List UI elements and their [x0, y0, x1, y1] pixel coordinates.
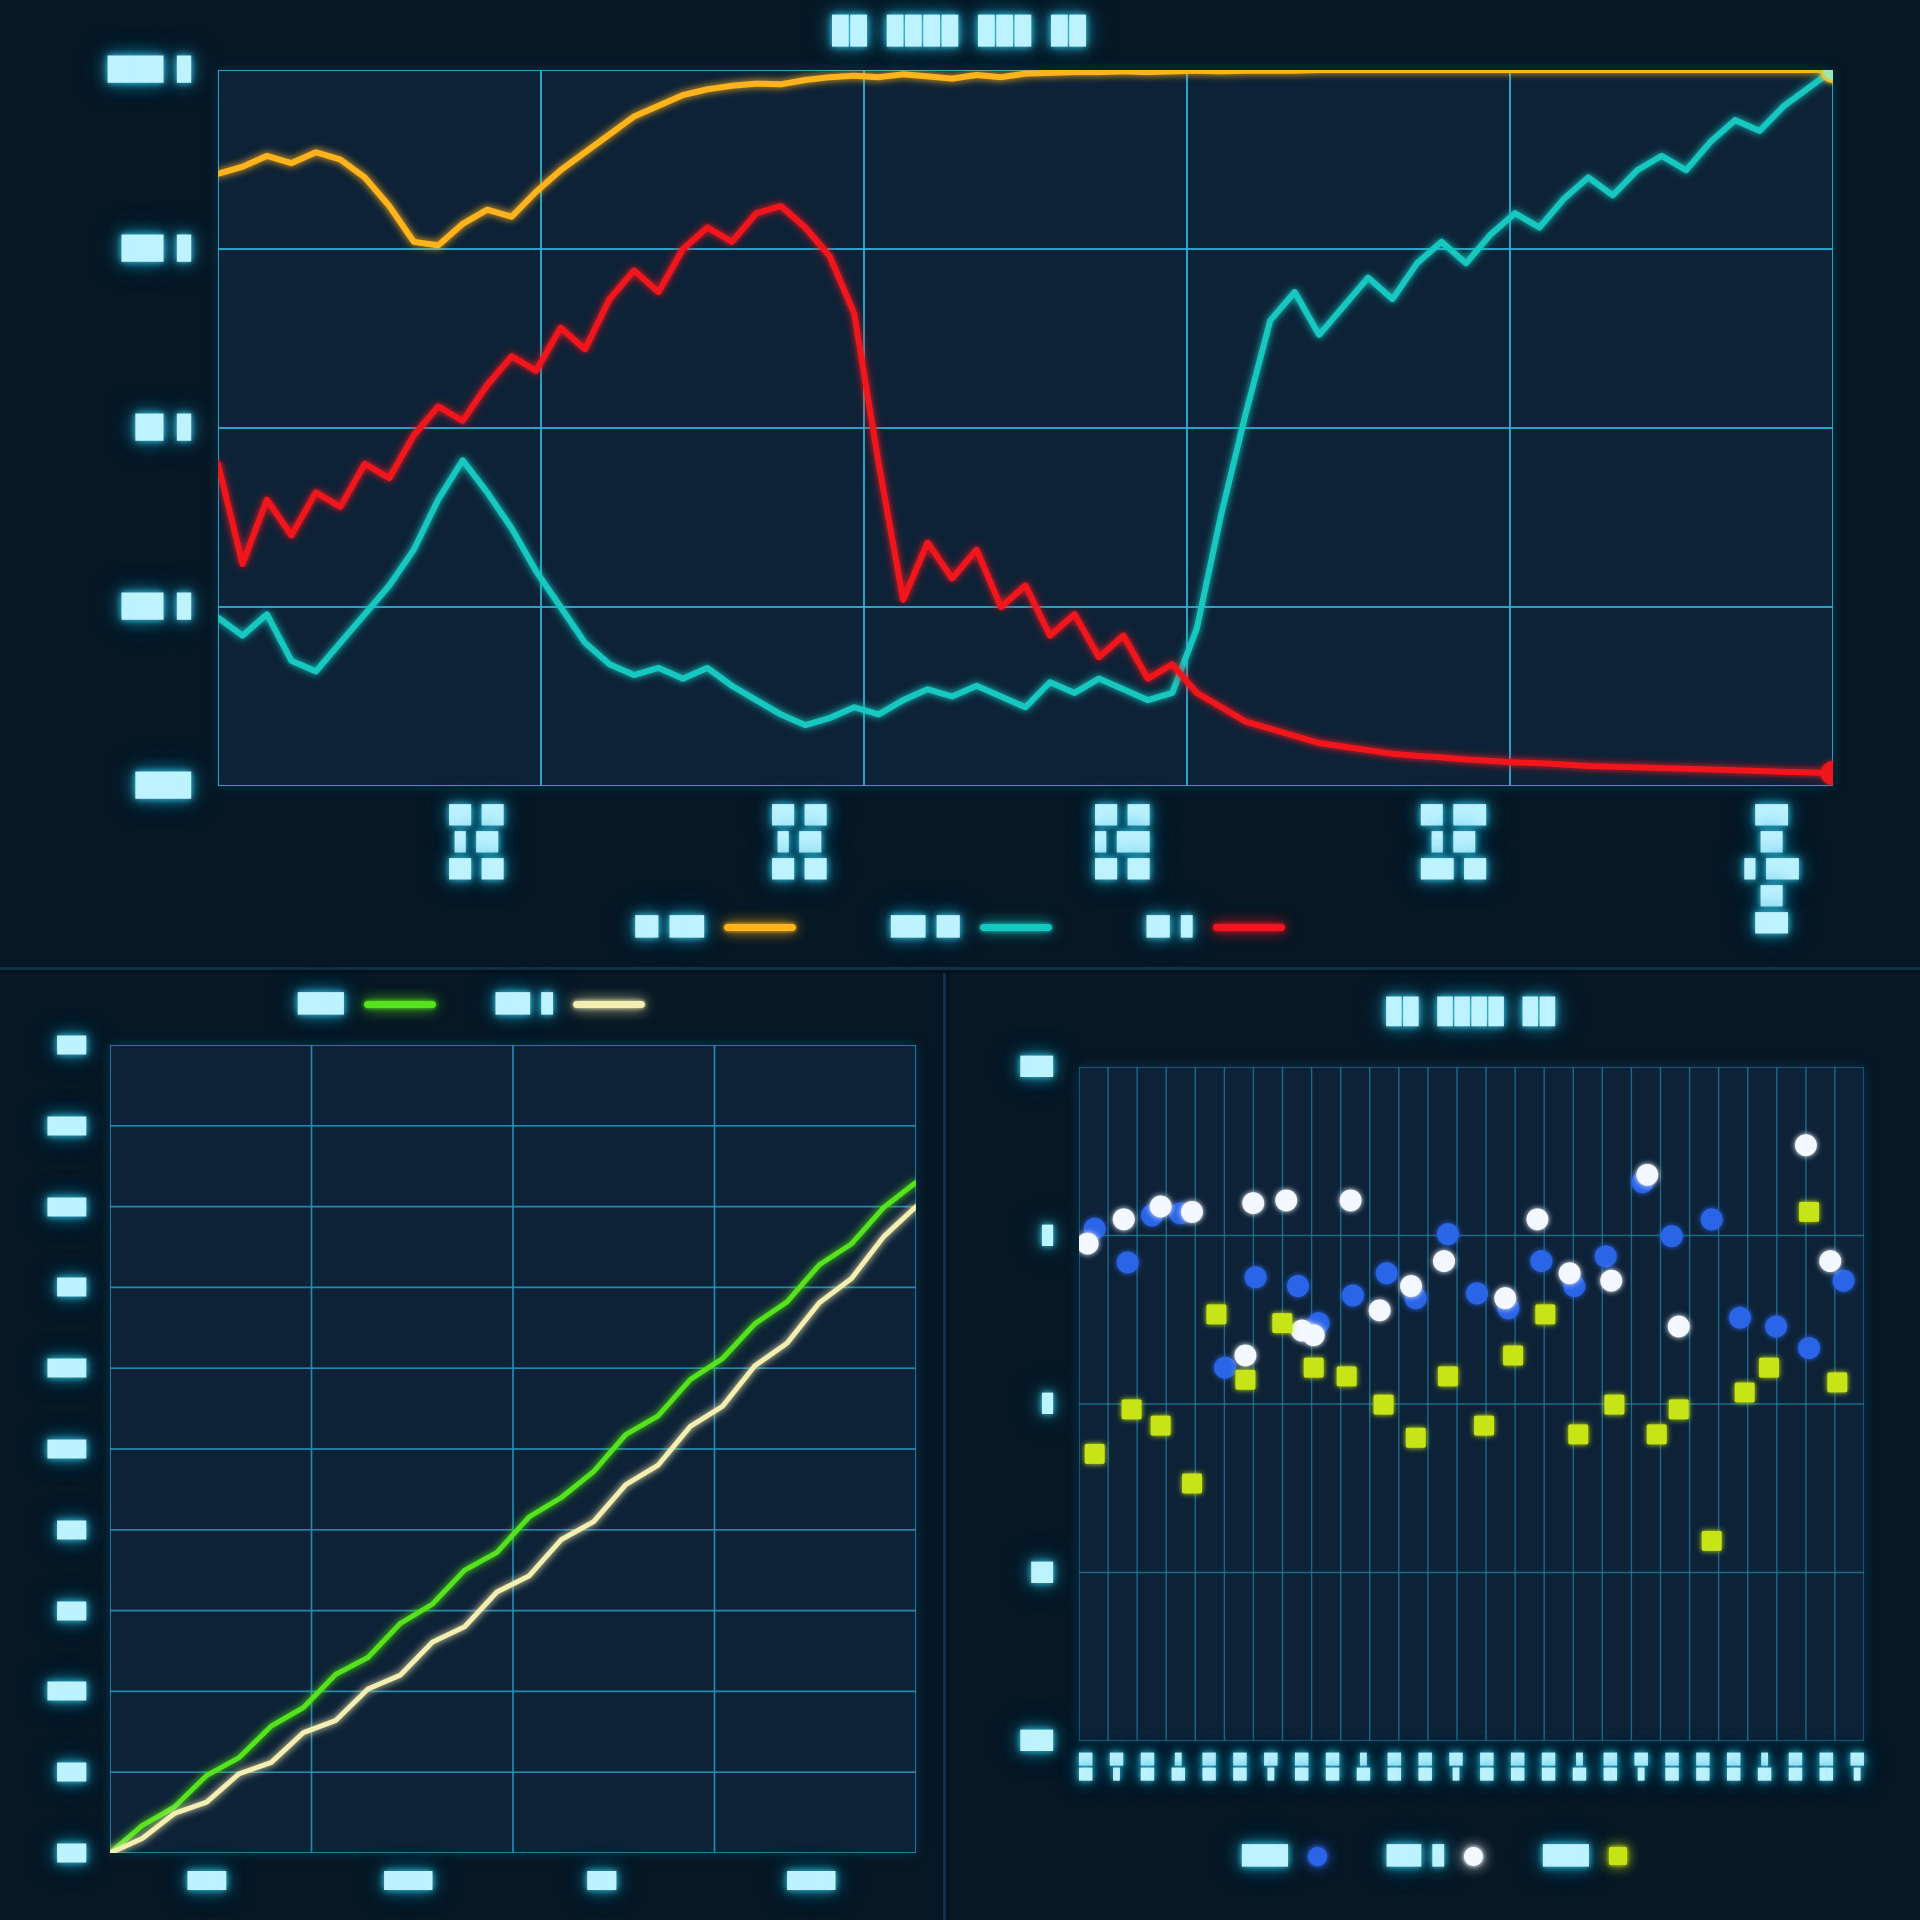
x-tick-label: █████: [384, 1871, 433, 1890]
legend-dot-swatch: [1307, 1846, 1327, 1866]
x-tick-label: ████: [187, 1871, 226, 1890]
y-tick-label: ███: [1020, 1730, 1053, 1752]
legend-label: ███ ██: [891, 916, 960, 938]
legend-label: ███ █: [1386, 1845, 1445, 1867]
bottom-left-chart-y-axis: ███ ████ ████ ███ ████ ████ ███ ███ ████ ███ ███: [0, 1036, 100, 1863]
y-tick-label: ███: [57, 1601, 86, 1621]
x-tick-label: ██ █: [1449, 1753, 1463, 1781]
legend-item: ███ █: [1386, 1845, 1484, 1867]
x-tick-label: █ ██: [1572, 1753, 1586, 1781]
x-tick-label: ███ ██ █ ███ ██ ███: [1744, 805, 1799, 934]
x-tick-label: ██ ███ █ ██ ███ ██: [1420, 805, 1486, 880]
legend-item: ████: [1242, 1845, 1327, 1867]
scatter-chart-title: ██ ████ ██: [1386, 997, 1557, 1026]
bottom-left-line-chart-canvas: [110, 1045, 916, 1853]
y-tick-label: ████: [47, 1116, 86, 1136]
legend-line-swatch: [724, 923, 797, 931]
legend-item: ████: [298, 993, 436, 1015]
legend-label: ██ ███: [635, 916, 705, 938]
legend-square-swatch: [1608, 1847, 1627, 1865]
bottom-right-scatter-panel: ██ ████ ██ ███ █ █ ██ ███ ██ ██ ██ █ ██ ██ █ ██…: [949, 973, 1920, 1920]
x-tick-label: ██ ██: [1295, 1753, 1309, 1781]
y-tick-label: ███: [1020, 1056, 1053, 1078]
bottom-left-line-chart-panel: ████ ███ █ ███ ████ ████ ███ ████ ████ ███ ███ ██…: [0, 973, 946, 1920]
x-tick-label: █ ██: [1356, 1753, 1370, 1781]
x-tick-label: ██ █: [1264, 1753, 1278, 1781]
scatter-chart-canvas: [1079, 1067, 1864, 1741]
x-tick-label: ██ ██: [1541, 1753, 1556, 1781]
y-tick-label: ██: [1031, 1562, 1053, 1583]
top-chart-y-axis: ████ █ ███ █ ██ █ ███ █ ████: [0, 57, 205, 799]
y-tick-label: ███: [57, 1762, 86, 1782]
bottom-left-chart-x-axis: ████ █████ ███ █████: [110, 1871, 916, 1901]
legend-label: ████: [1543, 1845, 1589, 1867]
legend-line-swatch: [363, 1000, 436, 1008]
y-tick-label: ███: [57, 1277, 86, 1297]
legend-item: ██ █: [1147, 916, 1285, 938]
y-tick-label: ████ █: [107, 57, 191, 83]
x-tick-label: █ ██: [1171, 1753, 1185, 1781]
y-tick-label: ████: [47, 1358, 86, 1378]
y-tick-label: ███ █: [121, 594, 191, 620]
y-tick-label: ████: [47, 1439, 86, 1459]
legend-label: ██ █: [1146, 916, 1193, 938]
x-tick-label: ██ ██: [1665, 1753, 1679, 1781]
y-tick-label: ███: [57, 1843, 86, 1863]
x-tick-label: ██ ██: [1079, 1753, 1093, 1781]
top-line-chart-panel: ██ ████ ███ ██ ████ █ ███ █ ██ █ ███ █ ████ …: [0, 16, 1920, 970]
legend-dot-swatch: [1464, 1846, 1484, 1866]
x-tick-label: ██ ██: [1480, 1753, 1494, 1781]
top-chart-legend: ██ ███ ███ ██ ██ █: [0, 916, 1920, 938]
legend-item: ███ █: [496, 993, 645, 1015]
x-tick-label: ██ ██ █ ██ ██ ██: [449, 805, 504, 880]
y-tick-label: ████: [47, 1197, 86, 1217]
x-tick-label: ██ ██: [1202, 1753, 1216, 1781]
legend-label: ████: [298, 993, 344, 1015]
x-tick-label: ███: [587, 1871, 617, 1890]
legend-item: ████: [1543, 1845, 1627, 1867]
legend-item: ██ ███: [635, 916, 797, 938]
y-tick-label: █: [1042, 1225, 1053, 1246]
x-tick-label: ██ ██: [1387, 1753, 1401, 1781]
x-tick-label: ██ ██ █ ██ ██ ██: [772, 805, 827, 880]
x-tick-label: ██ █: [1850, 1753, 1864, 1781]
x-tick-label: ██ █: [1634, 1753, 1648, 1781]
x-tick-label: ██ ██: [1788, 1753, 1803, 1781]
x-tick-label: ██ ██: [1819, 1753, 1833, 1781]
top-chart-x-axis: ██ ██ █ ██ ██ ██ ██ ██ █ ██ ██ ██ ██ ██ █ …: [218, 802, 1833, 934]
y-tick-label: █: [1042, 1393, 1053, 1415]
legend-label: ████: [1242, 1845, 1288, 1867]
y-tick-label: ███: [57, 1520, 86, 1540]
legend-label: ███ █: [495, 993, 553, 1015]
scatter-chart-y-axis: ███ █ █ ██ ███: [949, 1057, 1067, 1752]
legend-line-swatch: [1212, 923, 1285, 931]
y-tick-label: ███: [57, 1035, 86, 1055]
x-tick-label: ██ ██: [1233, 1753, 1247, 1781]
y-tick-label: ████: [47, 1681, 86, 1701]
top-chart-title: ██ ████ ███ ██: [832, 16, 1088, 47]
scatter-chart-x-axis: ██ ██ ██ █ ██ ██ █ ██ ██ ██ ██ ██ ██ █ ██ ██ ██ …: [1079, 1753, 1864, 1783]
x-tick-label: ██ ██: [1603, 1753, 1617, 1781]
x-tick-label: ██ ██: [1511, 1753, 1525, 1781]
x-tick-label: ██ ██ █ ███ ██ ██: [1095, 805, 1150, 880]
x-tick-label: ██ ██: [1696, 1753, 1710, 1781]
legend-line-swatch: [572, 1000, 645, 1008]
legend-line-swatch: [979, 923, 1052, 931]
x-tick-label: ██ █: [1109, 1753, 1124, 1781]
y-tick-label: ██ █: [135, 415, 191, 441]
y-tick-label: ████: [135, 773, 191, 799]
x-tick-label: █████: [787, 1871, 836, 1890]
legend-item: ███ ██: [891, 916, 1052, 938]
x-tick-label: █ ██: [1757, 1753, 1772, 1781]
scatter-chart-legend: ████ ███ █ ████: [949, 1845, 1920, 1867]
x-tick-label: ██ ██: [1418, 1753, 1432, 1781]
x-tick-label: ██ ██: [1727, 1753, 1741, 1781]
bottom-left-chart-legend: ████ ███ █: [0, 993, 943, 1015]
x-tick-label: ██ ██: [1140, 1753, 1154, 1781]
top-line-chart-canvas: [218, 70, 1833, 786]
y-tick-label: ███ █: [121, 236, 191, 262]
x-tick-label: ██ ██: [1325, 1753, 1340, 1781]
